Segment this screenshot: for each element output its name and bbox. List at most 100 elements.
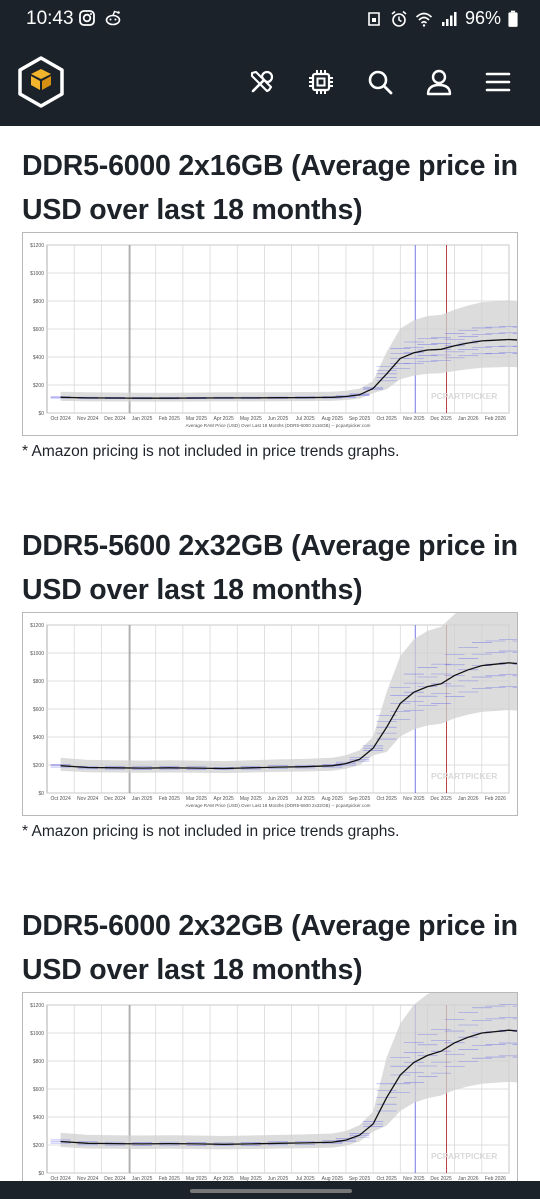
- section-title: DDR5-5600 2x32GB (Average price in USD o…: [22, 530, 518, 606]
- site-header: [0, 40, 540, 126]
- x-tick-label: Mar 2025: [186, 796, 207, 802]
- price-chart: $0 $200 $400 $600 $800 $1000 $1200 Oct 2024 Nov …: [22, 232, 518, 436]
- price-chart-svg: $0 $200 $400 $600 $800 $1000 $1200 Oct 2024 Nov …: [30, 613, 517, 808]
- x-tick-label: Oct 2025: [377, 416, 398, 422]
- battery-percent: 96%: [464, 8, 501, 28]
- x-tick-label: Nov 2024: [77, 796, 99, 802]
- y-tick-label: $400: [33, 355, 44, 361]
- amazon-pricing-note: * Amazon pricing is not included in pric…: [22, 443, 400, 460]
- x-tick-label: Jan 2025: [132, 796, 153, 802]
- y-tick-label: $200: [33, 1143, 44, 1149]
- gesture-bar: [0, 1181, 540, 1199]
- y-tick-label: $1000: [30, 271, 44, 277]
- section-title: DDR5-6000 2x32GB (Average price in USD o…: [22, 910, 518, 986]
- x-tick-label: Feb 2026: [485, 1176, 506, 1181]
- chart-caption: Average RAM Price (USD) Over Last 18 Mon…: [185, 803, 370, 808]
- reddit-icon: [105, 10, 121, 26]
- cpu-chip-icon[interactable]: [307, 68, 335, 96]
- x-tick-label: Oct 2025: [377, 1176, 398, 1181]
- x-tick-label: Apr 2025: [213, 1176, 234, 1181]
- menu-icon[interactable]: [484, 68, 512, 96]
- x-tick-label: May 2025: [240, 796, 262, 802]
- x-tick-label: Jan 2025: [132, 416, 153, 422]
- watermark-text: PCPARTPICKER: [431, 771, 497, 781]
- y-tick-label: $800: [33, 299, 44, 305]
- tools-icon[interactable]: [248, 68, 276, 96]
- home-indicator[interactable]: [190, 1189, 352, 1193]
- x-tick-label: Feb 2026: [485, 416, 506, 422]
- price-chart: $0 $200 $400 $600 $800 $1000 $1200 Oct 2024 Nov …: [22, 612, 518, 816]
- y-tick-label: $400: [33, 735, 44, 741]
- alarm-icon: [391, 10, 407, 27]
- battery-icon: [508, 10, 518, 27]
- average-price-line: [60, 662, 517, 770]
- y-tick-label: $400: [33, 1115, 44, 1121]
- x-tick-label: Nov 2024: [77, 416, 99, 422]
- status-time: 10:43: [26, 8, 74, 29]
- x-tick-label: Jan 2026: [458, 796, 479, 802]
- x-tick-label: Oct 2024: [50, 796, 71, 802]
- x-tick-label: Sep 2025: [349, 796, 371, 802]
- y-tick-label: $600: [33, 1087, 44, 1093]
- screenshot-icon: [368, 11, 380, 26]
- average-price-line: [60, 338, 517, 399]
- x-tick-label: Feb 2025: [159, 416, 180, 422]
- search-icon[interactable]: [366, 68, 394, 96]
- wifi-icon: [415, 12, 433, 27]
- x-tick-label: Feb 2026: [485, 796, 506, 802]
- x-tick-label: Nov 2024: [77, 1176, 99, 1181]
- x-tick-label: Aug 2025: [322, 796, 344, 802]
- y-tick-label: $200: [33, 383, 44, 389]
- x-tick-label: Mar 2025: [186, 1176, 207, 1181]
- price-range-band: [60, 300, 517, 402]
- price-chart-svg: $0 $200 $400 $600 $800 $1000 $1200 Oct 2024 Nov …: [30, 243, 517, 428]
- x-tick-label: Jan 2025: [132, 1176, 153, 1181]
- y-tick-label: $800: [33, 1059, 44, 1065]
- x-tick-label: Dec 2025: [430, 1176, 452, 1181]
- price-chart: $0 $200 $400 $600 $800 $1000 $1200 Oct 2024 Nov …: [22, 992, 518, 1181]
- price-chart-svg: $0 $200 $400 $600 $800 $1000 $1200 Oct 2024 Nov …: [30, 993, 517, 1181]
- x-tick-label: Apr 2025: [213, 796, 234, 802]
- watermark-text: PCPARTPICKER: [431, 1151, 497, 1161]
- section-title: DDR5-6000 2x16GB (Average price in USD o…: [22, 150, 518, 226]
- signal-icon: [441, 11, 457, 26]
- x-tick-label: Jul 2025: [296, 796, 315, 802]
- x-tick-label: Jun 2025: [268, 416, 289, 422]
- x-tick-label: Feb 2025: [159, 1176, 180, 1181]
- x-tick-label: Jul 2025: [296, 1176, 315, 1181]
- y-tick-label: $800: [33, 679, 44, 685]
- x-tick-label: Oct 2024: [50, 1176, 71, 1181]
- y-tick-label: $600: [33, 327, 44, 333]
- x-tick-label: Mar 2025: [186, 416, 207, 422]
- price-range-band: [60, 993, 517, 1150]
- chart-caption: Average RAM Price (USD) Over Last 18 Mon…: [185, 423, 370, 428]
- y-tick-label: $1200: [30, 243, 44, 249]
- x-tick-label: Jun 2025: [268, 796, 289, 802]
- x-tick-label: Jan 2026: [458, 1176, 479, 1181]
- y-tick-label: $200: [33, 763, 44, 769]
- y-tick-label: $1000: [30, 651, 44, 657]
- user-icon[interactable]: [425, 68, 453, 96]
- watermark-text: PCPARTPICKER: [431, 391, 497, 401]
- x-tick-label: Feb 2025: [159, 796, 180, 802]
- instagram-icon: [79, 10, 95, 26]
- x-tick-label: Nov 2025: [403, 416, 425, 422]
- pcpartpicker-logo[interactable]: [18, 56, 64, 108]
- y-tick-label: $0: [38, 1171, 44, 1177]
- y-tick-label: $1000: [30, 1031, 44, 1037]
- x-tick-label: Jul 2025: [296, 416, 315, 422]
- x-tick-label: Nov 2025: [403, 796, 425, 802]
- x-tick-label: Sep 2025: [349, 416, 371, 422]
- average-price-line: [60, 1029, 517, 1145]
- x-tick-label: Aug 2025: [322, 416, 344, 422]
- x-tick-label: Jan 2026: [458, 416, 479, 422]
- x-tick-label: Dec 2025: [430, 796, 452, 802]
- x-tick-label: May 2025: [240, 416, 262, 422]
- x-tick-label: Apr 2025: [213, 416, 234, 422]
- x-tick-label: Aug 2025: [322, 1176, 344, 1181]
- x-tick-label: Dec 2024: [104, 416, 126, 422]
- x-tick-label: May 2025: [240, 1176, 262, 1181]
- amazon-pricing-note: * Amazon pricing is not included in pric…: [22, 823, 400, 840]
- price-range-band: [60, 613, 517, 774]
- x-tick-label: Jun 2025: [268, 1176, 289, 1181]
